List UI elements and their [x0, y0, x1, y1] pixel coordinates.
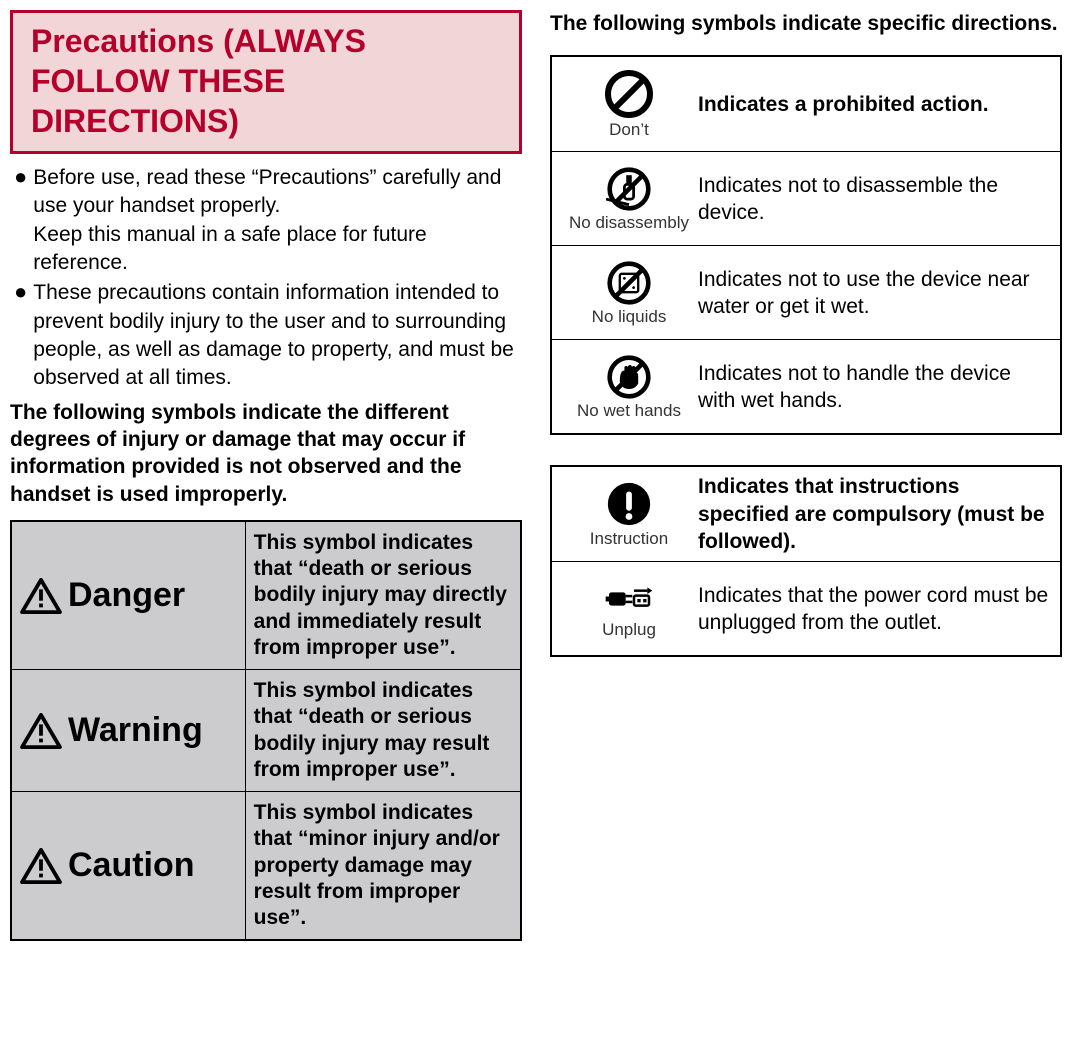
direction-icon-label: No disassembly — [569, 214, 689, 232]
table-row: Don’t Indicates a prohibited action. — [552, 57, 1060, 151]
bullet-item: ● Before use, read these “Precautions” c… — [14, 164, 518, 277]
direction-icon-label: Don’t — [609, 121, 649, 139]
direction-icon-label: No wet hands — [577, 402, 681, 420]
severity-label-cell: Warning — [12, 670, 246, 791]
direction-text: Indicates that the power cord must be un… — [694, 582, 1052, 637]
severity-table: Danger This symbol indicates that “death… — [10, 520, 522, 942]
severity-desc: This symbol indicates that “death or ser… — [246, 670, 520, 791]
severity-label-cell: Caution — [12, 792, 246, 939]
direction-icon-cell: No liquids — [564, 260, 694, 326]
bullet-dot-icon: ● — [14, 164, 27, 277]
directions-table: Instruction Indicates that instructions … — [550, 465, 1062, 657]
warning-triangle-icon — [20, 713, 62, 749]
table-row: No wet hands Indicates not to handle the… — [552, 339, 1060, 433]
directions-heading: The following symbols indicate specific … — [550, 10, 1062, 37]
unplug-icon — [604, 579, 654, 619]
direction-icon-cell: Instruction — [564, 480, 694, 548]
intro-bullets: ● Before use, read these “Precautions” c… — [10, 164, 522, 393]
table-row: No liquids Indicates not to use the devi… — [552, 245, 1060, 339]
direction-icon-label: Unplug — [602, 621, 656, 639]
precautions-title: Precautions (ALWAYS FOLLOW THESE DIRECTI… — [10, 10, 522, 154]
directions-table: Don’t Indicates a prohibited action. No … — [550, 55, 1062, 435]
direction-text: Indicates not to handle the device with … — [694, 360, 1052, 415]
instruction-icon — [605, 480, 653, 528]
bullet-item: ● These precautions contain information … — [14, 279, 518, 392]
no-disassembly-icon — [606, 166, 652, 212]
table-row: Warning This symbol indicates that “deat… — [12, 669, 520, 791]
no-wet-hands-icon — [606, 354, 652, 400]
severity-label: Danger — [68, 576, 185, 615]
dont-icon — [604, 69, 654, 119]
severity-label-cell: Danger — [12, 522, 246, 669]
severity-desc: This symbol indicates that “minor injury… — [246, 792, 520, 939]
direction-text: Indicates a prohibited action. — [694, 91, 1052, 118]
direction-text: Indicates that instructions specified ar… — [694, 473, 1052, 555]
direction-icon-cell: No wet hands — [564, 354, 694, 420]
bullet-dot-icon: ● — [14, 279, 27, 392]
table-row: Caution This symbol indicates that “mino… — [12, 791, 520, 939]
severity-intro: The following symbols indicate the diffe… — [10, 399, 522, 508]
direction-icon-label: Instruction — [590, 530, 668, 548]
table-row: Unplug Indicates that the power cord mus… — [552, 561, 1060, 655]
severity-label: Warning — [68, 711, 203, 750]
direction-icon-cell: Unplug — [564, 579, 694, 639]
severity-desc: This symbol indicates that “death or ser… — [246, 522, 520, 669]
direction-icon-cell: Don’t — [564, 69, 694, 139]
severity-label: Caution — [68, 846, 195, 885]
no-liquids-icon — [606, 260, 652, 306]
direction-icon-label: No liquids — [592, 308, 667, 326]
table-row: No disassembly Indicates not to disassem… — [552, 151, 1060, 245]
table-row: Danger This symbol indicates that “death… — [12, 522, 520, 669]
direction-text: Indicates not to use the device near wat… — [694, 266, 1052, 321]
direction-text: Indicates not to disassemble the device. — [694, 172, 1052, 227]
bullet-text: Before use, read these “Precautions” car… — [33, 164, 518, 277]
warning-triangle-icon — [20, 578, 62, 614]
table-row: Instruction Indicates that instructions … — [552, 467, 1060, 561]
direction-icon-cell: No disassembly — [564, 166, 694, 232]
warning-triangle-icon — [20, 848, 62, 884]
bullet-text: These precautions contain information in… — [33, 279, 518, 392]
